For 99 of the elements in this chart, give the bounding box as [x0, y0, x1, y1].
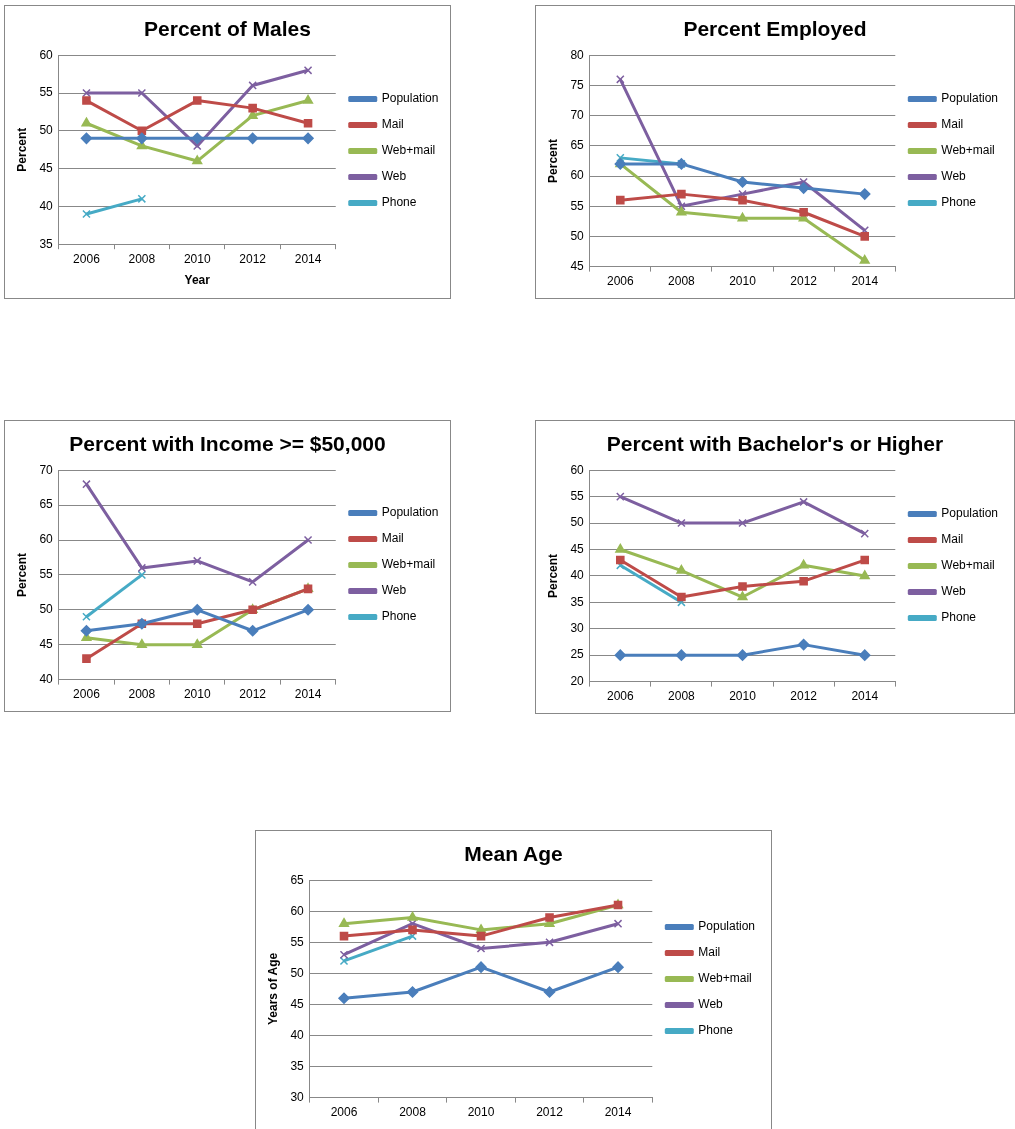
y-tick-label: 50 [39, 602, 54, 617]
y-tick-label: 65 [290, 872, 305, 887]
y-tick-label: 40 [570, 568, 585, 583]
legend-label: Web+mail [698, 971, 752, 986]
y-tick-label: 80 [570, 47, 585, 62]
chart-title: Mean Age [464, 842, 563, 866]
legend-label: Population [381, 91, 439, 106]
x-tick-label: 2012 [790, 274, 818, 289]
y-tick-label: 65 [39, 497, 54, 512]
y-tick-label: 55 [39, 85, 54, 100]
y-tick-label: 50 [570, 515, 585, 530]
y-axis-title: Percent [14, 127, 29, 172]
y-tick-label: 55 [570, 198, 585, 213]
legend-label: Phone [941, 195, 977, 210]
x-tick-label: 2012 [790, 689, 818, 704]
legend-label: Phone [698, 1023, 734, 1038]
y-tick-label: 60 [39, 532, 54, 547]
y-tick-label: 40 [290, 1027, 305, 1042]
legend-label: Web [941, 584, 967, 599]
x-axis-title: Year [184, 273, 211, 288]
y-tick-label: 20 [570, 673, 585, 688]
y-tick-label: 55 [570, 488, 585, 503]
x-tick-label: 2010 [729, 689, 757, 704]
legend-label: Phone [381, 609, 417, 624]
x-tick-label: 2006 [330, 1105, 358, 1120]
legend-label: Mail [698, 945, 721, 960]
x-tick-label: 2008 [668, 689, 696, 704]
y-axis-title: Years of Age [265, 952, 280, 1026]
x-tick-label: 2014 [604, 1105, 632, 1120]
y-axis-title: Percent [545, 553, 560, 598]
x-tick-label: 2014 [294, 251, 322, 266]
y-tick-label: 75 [570, 77, 585, 92]
legend-label: Population [941, 91, 999, 106]
y-tick-label: 70 [570, 107, 585, 122]
y-tick-label: 45 [570, 258, 585, 273]
legend-label: Phone [941, 610, 977, 625]
legend-label: Population [941, 506, 999, 521]
legend-label: Web [381, 583, 407, 598]
y-tick-label: 30 [570, 621, 585, 636]
y-tick-label: 45 [39, 637, 54, 652]
y-tick-label: 45 [39, 160, 54, 175]
y-tick-label: 65 [570, 138, 585, 153]
x-tick-label: 2012 [239, 687, 267, 702]
legend-label: Mail [941, 117, 964, 132]
legend-label: Mail [381, 531, 404, 546]
legend-label: Mail [381, 117, 404, 132]
legend-label: Phone [381, 195, 417, 210]
x-tick-label: 2010 [183, 251, 211, 266]
y-tick-label: 40 [39, 198, 54, 213]
y-tick-label: 60 [290, 903, 305, 918]
x-tick-label: 2010 [467, 1105, 495, 1120]
y-tick-label: 60 [39, 47, 54, 62]
y-tick-label: 60 [570, 168, 585, 183]
x-tick-label: 2008 [399, 1105, 427, 1120]
y-tick-label: 55 [39, 567, 54, 582]
x-tick-label: 2006 [73, 251, 101, 266]
x-tick-label: 2006 [73, 687, 101, 702]
y-tick-label: 50 [570, 228, 585, 243]
x-tick-label: 2006 [606, 274, 634, 289]
legend-label: Web+mail [381, 557, 436, 572]
y-tick-label: 55 [290, 934, 305, 949]
x-tick-label: 2008 [668, 274, 696, 289]
y-tick-label: 40 [39, 671, 54, 686]
y-tick-label: 30 [290, 1089, 305, 1104]
x-tick-label: 2012 [536, 1105, 564, 1120]
x-tick-label: 2008 [128, 687, 156, 702]
y-tick-label: 35 [570, 594, 585, 609]
chart-title: Percent Employed [683, 17, 867, 41]
y-tick-label: 35 [290, 1058, 305, 1073]
x-tick-label: 2010 [729, 274, 757, 289]
chart-title: Percent with Bachelor's or Higher [606, 432, 944, 456]
y-tick-label: 70 [39, 462, 54, 477]
x-tick-label: 2010 [183, 687, 211, 702]
legend-label: Web+mail [941, 558, 995, 573]
legend-label: Web+mail [941, 143, 995, 158]
x-tick-label: 2012 [239, 251, 267, 266]
legend-label: Mail [941, 532, 964, 547]
y-tick-label: 50 [39, 123, 54, 138]
y-tick-label: 45 [290, 996, 305, 1011]
x-tick-label: 2014 [851, 274, 879, 289]
y-tick-label: 25 [570, 647, 585, 662]
y-tick-label: 50 [290, 965, 305, 980]
legend-label: Population [698, 919, 756, 934]
chart-title: Percent of Males [144, 17, 311, 41]
y-axis-title: Percent [545, 138, 560, 183]
y-tick-label: 45 [570, 541, 585, 556]
legend-label: Population [381, 505, 439, 520]
x-tick-label: 2014 [294, 687, 322, 702]
legend-label: Web+mail [381, 143, 436, 158]
y-tick-label: 35 [39, 236, 54, 251]
chart-title: Percent with Income >= $50,000 [69, 432, 386, 456]
y-tick-label: 60 [570, 462, 585, 477]
x-tick-label: 2008 [128, 251, 156, 266]
x-tick-label: 2014 [851, 689, 879, 704]
legend-label: Web [698, 997, 724, 1012]
y-axis-title: Percent [14, 552, 29, 597]
legend-label: Web [941, 169, 967, 184]
x-tick-label: 2006 [606, 689, 634, 704]
legend-label: Web [381, 169, 407, 184]
